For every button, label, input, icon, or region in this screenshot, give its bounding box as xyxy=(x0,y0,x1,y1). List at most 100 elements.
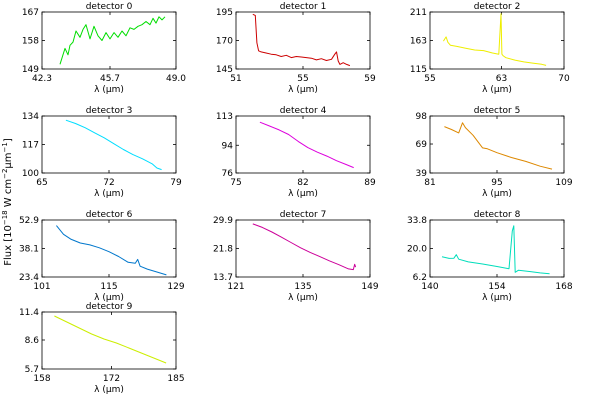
detector-panel-7: detector 7 121 135 149 13.7 21.8 29.9 λ (μm) xyxy=(213,210,379,303)
x-axis-label: λ (μm) xyxy=(482,85,512,95)
x-tick-label: 172 xyxy=(103,374,120,384)
y-tick-label: 163 xyxy=(410,37,427,47)
y-tick-label: 115 xyxy=(410,65,427,75)
x-axis-label: λ (μm) xyxy=(94,189,124,199)
detector-panel-6: detector 6 101 115 129 23.4 38.1 52.9 λ (μm) xyxy=(19,210,185,303)
y-tick-label: 21.8 xyxy=(213,245,233,255)
detector-panel-1: detector 1 51 55 59 145 170 195 λ (μm) xyxy=(216,2,376,95)
y-tick-label: 6.2 xyxy=(413,273,427,283)
x-tick-label: 75 xyxy=(230,178,241,188)
spectrum-line xyxy=(444,122,553,170)
detector-panel-0: detector 0 42.3 45.7 49.0 149 158 167 λ (μm) xyxy=(22,2,186,95)
x-tick-label: 158 xyxy=(33,374,50,384)
detector-panel-8: detector 8 140 154 168 6.2 20.0 33.8 λ (μm) xyxy=(407,210,573,303)
y-tick-label: 69 xyxy=(416,140,428,150)
y-tick-label: 29.9 xyxy=(213,216,233,226)
x-tick-label: 59 xyxy=(364,74,376,84)
y-tick-label: 20.0 xyxy=(407,245,427,255)
x-axis-label: λ (μm) xyxy=(288,293,318,303)
x-tick-label: 63 xyxy=(496,74,507,84)
x-tick-label: 45.7 xyxy=(100,74,120,84)
x-tick-label: 65 xyxy=(36,178,47,188)
x-tick-label: 81 xyxy=(424,178,435,188)
y-tick-label: 52.9 xyxy=(19,216,39,226)
x-tick-label: 185 xyxy=(167,374,184,384)
x-tick-label: 55 xyxy=(424,74,435,84)
x-tick-label: 95 xyxy=(491,178,502,188)
y-tick-label: 211 xyxy=(410,8,427,18)
spectrum-line xyxy=(59,16,166,65)
x-tick-label: 79 xyxy=(170,178,182,188)
y-tick-label: 158 xyxy=(22,37,39,47)
x-tick-label: 109 xyxy=(555,178,572,188)
plot-frame xyxy=(429,11,565,70)
panel-title: detector 1 xyxy=(280,2,327,12)
spectrum-line xyxy=(56,225,167,276)
x-tick-label: 51 xyxy=(230,74,241,84)
x-tick-label: 168 xyxy=(555,282,572,292)
x-tick-label: 154 xyxy=(488,282,505,292)
y-tick-label: 39 xyxy=(416,169,428,179)
y-tick-label: 134 xyxy=(22,112,39,122)
plot-frame xyxy=(429,219,565,278)
x-tick-label: 89 xyxy=(364,178,376,188)
panel-title: detector 5 xyxy=(474,106,521,116)
detector-panel-9: detector 9 158 172 185 5.7 8.6 11.4 λ (μm) xyxy=(19,302,185,395)
panel-title: detector 6 xyxy=(86,210,133,220)
spectrum-line xyxy=(442,13,547,66)
y-tick-label: 195 xyxy=(216,8,233,18)
spectrum-line xyxy=(259,121,354,169)
y-tick-label: 100 xyxy=(22,169,39,179)
spectrum-line xyxy=(252,223,357,271)
panel-title: detector 9 xyxy=(86,302,133,312)
panel-title: detector 7 xyxy=(280,210,327,220)
spectrum-line xyxy=(441,225,550,275)
plot-frame xyxy=(429,115,565,174)
plot-frame xyxy=(41,311,177,370)
x-tick-label: 49.0 xyxy=(166,74,186,84)
flux-axis-label: Flux [10−18 W cm−2μm−1] xyxy=(1,138,14,266)
detector-panel-2: detector 2 55 63 70 115 163 211 λ (μm) xyxy=(410,2,570,95)
x-tick-label: 55 xyxy=(297,74,308,84)
y-tick-label: 8.6 xyxy=(25,336,40,346)
spectrum-line xyxy=(54,315,167,364)
y-tick-label: 13.7 xyxy=(213,273,233,283)
x-tick-label: 140 xyxy=(421,282,438,292)
y-tick-label: 33.8 xyxy=(407,216,427,226)
x-tick-label: 115 xyxy=(100,282,117,292)
y-tick-label: 117 xyxy=(22,141,39,151)
y-tick-label: 94 xyxy=(222,141,234,151)
x-tick-label: 129 xyxy=(167,282,184,292)
y-tick-label: 76 xyxy=(222,169,234,179)
y-tick-label: 167 xyxy=(22,8,39,18)
y-tick-label: 98 xyxy=(416,112,428,122)
x-axis-label: λ (μm) xyxy=(94,85,124,95)
x-axis-label: λ (μm) xyxy=(288,189,318,199)
x-axis-label: λ (μm) xyxy=(288,85,318,95)
detector-panel-4: detector 4 75 82 89 76 94 113 λ (μm) xyxy=(216,106,376,199)
y-tick-label: 11.4 xyxy=(19,308,39,318)
y-tick-label: 5.7 xyxy=(25,365,39,375)
x-tick-label: 82 xyxy=(297,178,308,188)
panel-title: detector 8 xyxy=(474,210,521,220)
panel-title: detector 2 xyxy=(474,2,521,12)
spectrum-line xyxy=(252,13,351,67)
plot-frame xyxy=(41,219,177,278)
x-tick-label: 70 xyxy=(558,74,570,84)
plot-frame xyxy=(41,115,177,174)
y-tick-label: 38.1 xyxy=(19,245,39,255)
y-tick-label: 170 xyxy=(216,37,233,47)
y-tick-label: 23.4 xyxy=(19,273,39,283)
x-axis-label: λ (μm) xyxy=(94,385,124,395)
panel-title: detector 4 xyxy=(280,106,327,116)
y-tick-label: 149 xyxy=(22,65,39,75)
x-tick-label: 72 xyxy=(103,178,114,188)
spectrum-line xyxy=(65,119,162,171)
detector-panel-3: detector 3 65 72 79 100 117 134 λ (μm) xyxy=(22,106,182,199)
x-tick-label: 149 xyxy=(361,282,378,292)
x-tick-label: 121 xyxy=(227,282,244,292)
x-axis-label: λ (μm) xyxy=(94,293,124,303)
x-axis-label: λ (μm) xyxy=(482,189,512,199)
